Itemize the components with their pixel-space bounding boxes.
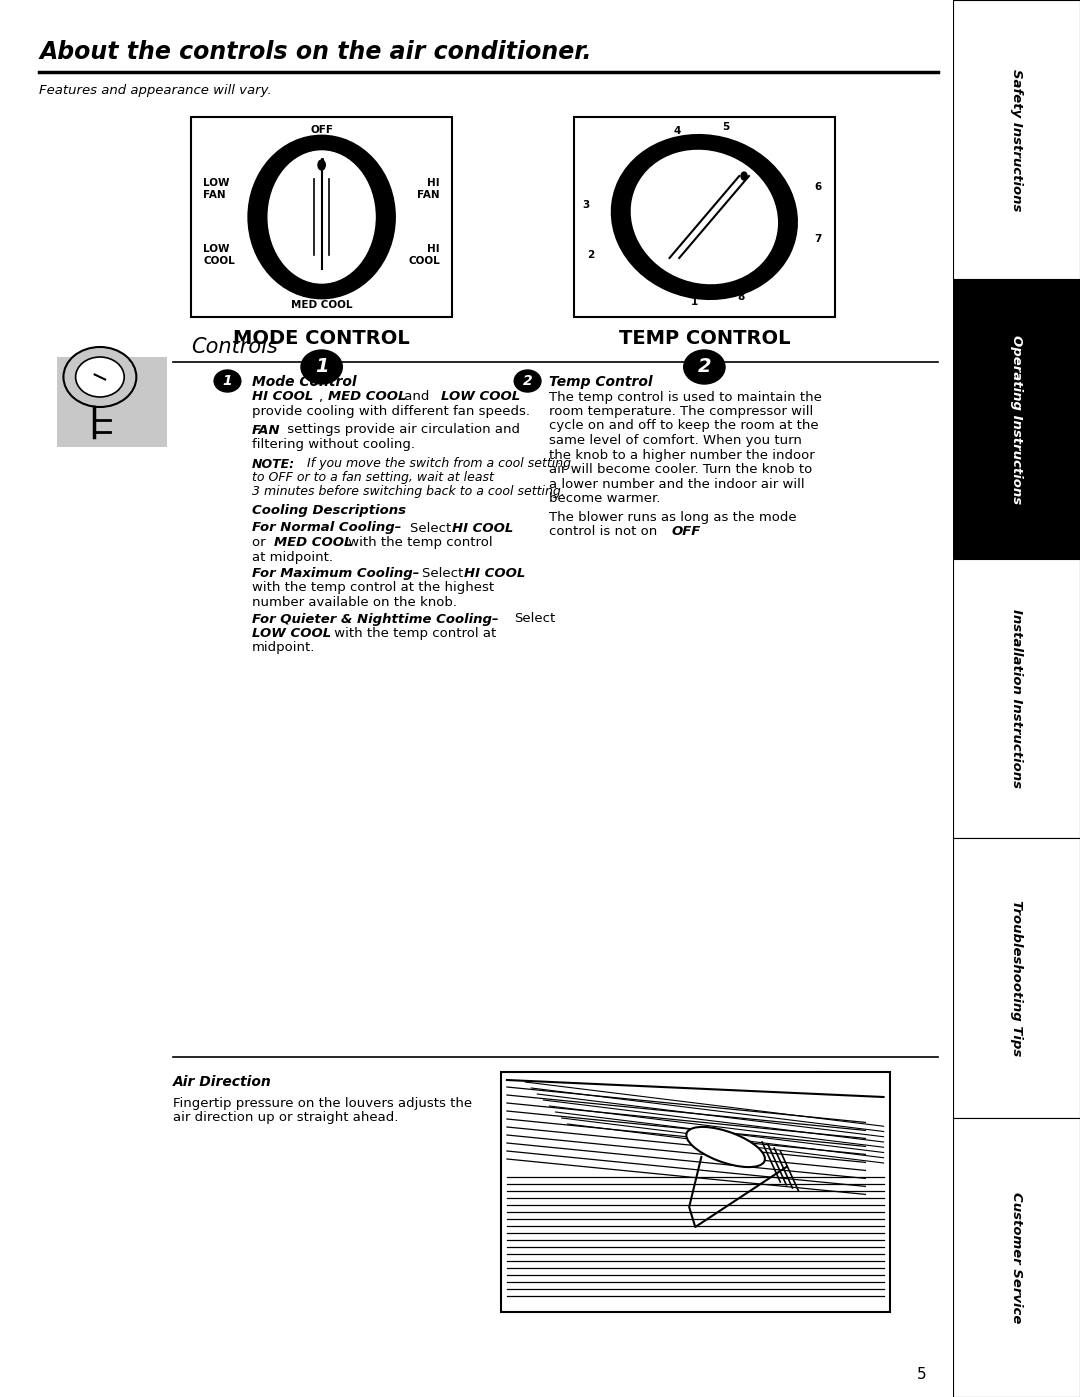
Text: TEMP CONTROL: TEMP CONTROL — [619, 330, 791, 348]
Text: Features and appearance will vary.: Features and appearance will vary. — [39, 84, 272, 96]
Text: NOTE:: NOTE: — [252, 457, 295, 471]
Text: Operating Instructions: Operating Instructions — [1010, 334, 1023, 504]
Text: For Quieter & Nighttime Cooling–: For Quieter & Nighttime Cooling– — [252, 612, 498, 626]
Text: settings provide air circulation and: settings provide air circulation and — [283, 423, 521, 436]
Circle shape — [214, 370, 241, 393]
Circle shape — [301, 351, 342, 384]
Text: Select: Select — [514, 612, 555, 626]
Text: For Normal Cooling–: For Normal Cooling– — [252, 521, 401, 535]
Text: at midpoint.: at midpoint. — [252, 550, 333, 563]
Text: 1: 1 — [222, 374, 232, 388]
Text: or: or — [252, 536, 270, 549]
Text: Select: Select — [409, 521, 456, 535]
Text: 7: 7 — [814, 235, 822, 244]
Bar — [953, 0, 1080, 279]
Text: The temp control is used to maintain the: The temp control is used to maintain the — [550, 391, 822, 404]
Bar — [953, 838, 1080, 1118]
Text: to OFF or to a fan setting, wait at least: to OFF or to a fan setting, wait at leas… — [252, 471, 494, 483]
Text: number available on the knob.: number available on the knob. — [252, 597, 457, 609]
Text: HI COOL: HI COOL — [252, 391, 313, 404]
Text: Troubleshooting Tips: Troubleshooting Tips — [1010, 900, 1023, 1056]
Text: LOW
COOL: LOW COOL — [203, 244, 235, 265]
Text: filtering without cooling.: filtering without cooling. — [252, 439, 415, 451]
Ellipse shape — [741, 172, 747, 180]
Text: MED COOL: MED COOL — [273, 536, 352, 549]
Text: MODE CONTROL: MODE CONTROL — [233, 330, 410, 348]
Text: Temp Control: Temp Control — [550, 374, 653, 388]
Ellipse shape — [632, 151, 778, 284]
Text: Air Direction: Air Direction — [173, 1076, 271, 1090]
Text: LOW COOL: LOW COOL — [252, 627, 332, 640]
Text: become warmer.: become warmer. — [550, 492, 661, 504]
Text: FAN: FAN — [252, 423, 281, 436]
Text: HI
COOL: HI COOL — [408, 244, 441, 265]
Text: a lower number and the indoor air will: a lower number and the indoor air will — [550, 478, 805, 490]
Text: 3 minutes before switching back to a cool setting.: 3 minutes before switching back to a coo… — [252, 485, 565, 497]
Text: 5: 5 — [723, 122, 730, 131]
Circle shape — [514, 370, 541, 393]
Text: Fingertip pressure on the louvers adjusts the: Fingertip pressure on the louvers adjust… — [173, 1097, 472, 1111]
Text: 3: 3 — [582, 200, 590, 210]
Text: LOW COOL: LOW COOL — [442, 391, 521, 404]
Circle shape — [64, 346, 136, 407]
Text: OFF: OFF — [672, 525, 701, 538]
Bar — [573, 117, 835, 317]
Bar — [953, 1118, 1080, 1397]
Text: 5: 5 — [917, 1368, 926, 1382]
Text: Safety Instructions: Safety Instructions — [1010, 68, 1023, 211]
Text: Cooling Descriptions: Cooling Descriptions — [252, 504, 406, 517]
Text: If you move the switch from a cool setting: If you move the switch from a cool setti… — [302, 457, 571, 471]
Text: MED COOL: MED COOL — [328, 391, 407, 404]
Text: 6: 6 — [814, 182, 822, 191]
Text: 1: 1 — [691, 298, 699, 307]
Text: and: and — [400, 391, 434, 404]
Text: Controls: Controls — [191, 337, 278, 358]
Text: provide cooling with different fan speeds.: provide cooling with different fan speed… — [252, 405, 530, 418]
Text: About the controls on the air conditioner.: About the controls on the air conditione… — [39, 41, 592, 64]
Text: For Maximum Cooling–: For Maximum Cooling– — [252, 567, 419, 580]
Text: LOW
FAN: LOW FAN — [203, 179, 230, 200]
Text: air will become cooler. Turn the knob to: air will become cooler. Turn the knob to — [550, 462, 812, 476]
Text: HI
FAN: HI FAN — [418, 179, 441, 200]
Text: Select: Select — [422, 567, 468, 580]
Text: 2: 2 — [698, 358, 711, 377]
Text: with the temp control at the highest: with the temp control at the highest — [252, 581, 494, 595]
Text: air direction up or straight ahead.: air direction up or straight ahead. — [173, 1112, 399, 1125]
Text: room temperature. The compressor will: room temperature. The compressor will — [550, 405, 813, 418]
Bar — [501, 1071, 890, 1312]
Bar — [191, 117, 453, 317]
Text: The blower runs as long as the mode: The blower runs as long as the mode — [550, 510, 797, 524]
Text: HI COOL: HI COOL — [464, 567, 526, 580]
Bar — [953, 279, 1080, 559]
Text: the knob to a higher number the indoor: the knob to a higher number the indoor — [550, 448, 815, 461]
Text: with the temp control at: with the temp control at — [329, 627, 496, 640]
Text: midpoint.: midpoint. — [252, 641, 315, 655]
Text: 1: 1 — [315, 358, 328, 377]
Text: 8: 8 — [738, 292, 744, 302]
Ellipse shape — [248, 136, 394, 298]
Bar — [57, 358, 166, 447]
Text: 2: 2 — [523, 374, 532, 388]
Text: HI COOL: HI COOL — [453, 521, 514, 535]
Text: control is not on: control is not on — [550, 525, 662, 538]
Ellipse shape — [318, 161, 325, 170]
Text: cycle on and off to keep the room at the: cycle on and off to keep the room at the — [550, 419, 819, 433]
Ellipse shape — [686, 1127, 765, 1166]
Circle shape — [76, 358, 124, 397]
Text: OFF: OFF — [310, 124, 333, 136]
Bar — [953, 559, 1080, 838]
Circle shape — [684, 351, 725, 384]
Text: Customer Service: Customer Service — [1010, 1192, 1023, 1323]
Text: 4: 4 — [674, 126, 681, 136]
Text: ,: , — [319, 391, 327, 404]
Text: same level of comfort. When you turn: same level of comfort. When you turn — [550, 434, 802, 447]
Text: MED COOL: MED COOL — [291, 300, 352, 310]
Ellipse shape — [612, 136, 797, 299]
Text: Mode Control: Mode Control — [252, 374, 356, 388]
Text: Installation Instructions: Installation Instructions — [1010, 609, 1023, 788]
Ellipse shape — [268, 151, 375, 284]
Text: with the temp control: with the temp control — [345, 536, 492, 549]
Text: 2: 2 — [588, 250, 594, 260]
